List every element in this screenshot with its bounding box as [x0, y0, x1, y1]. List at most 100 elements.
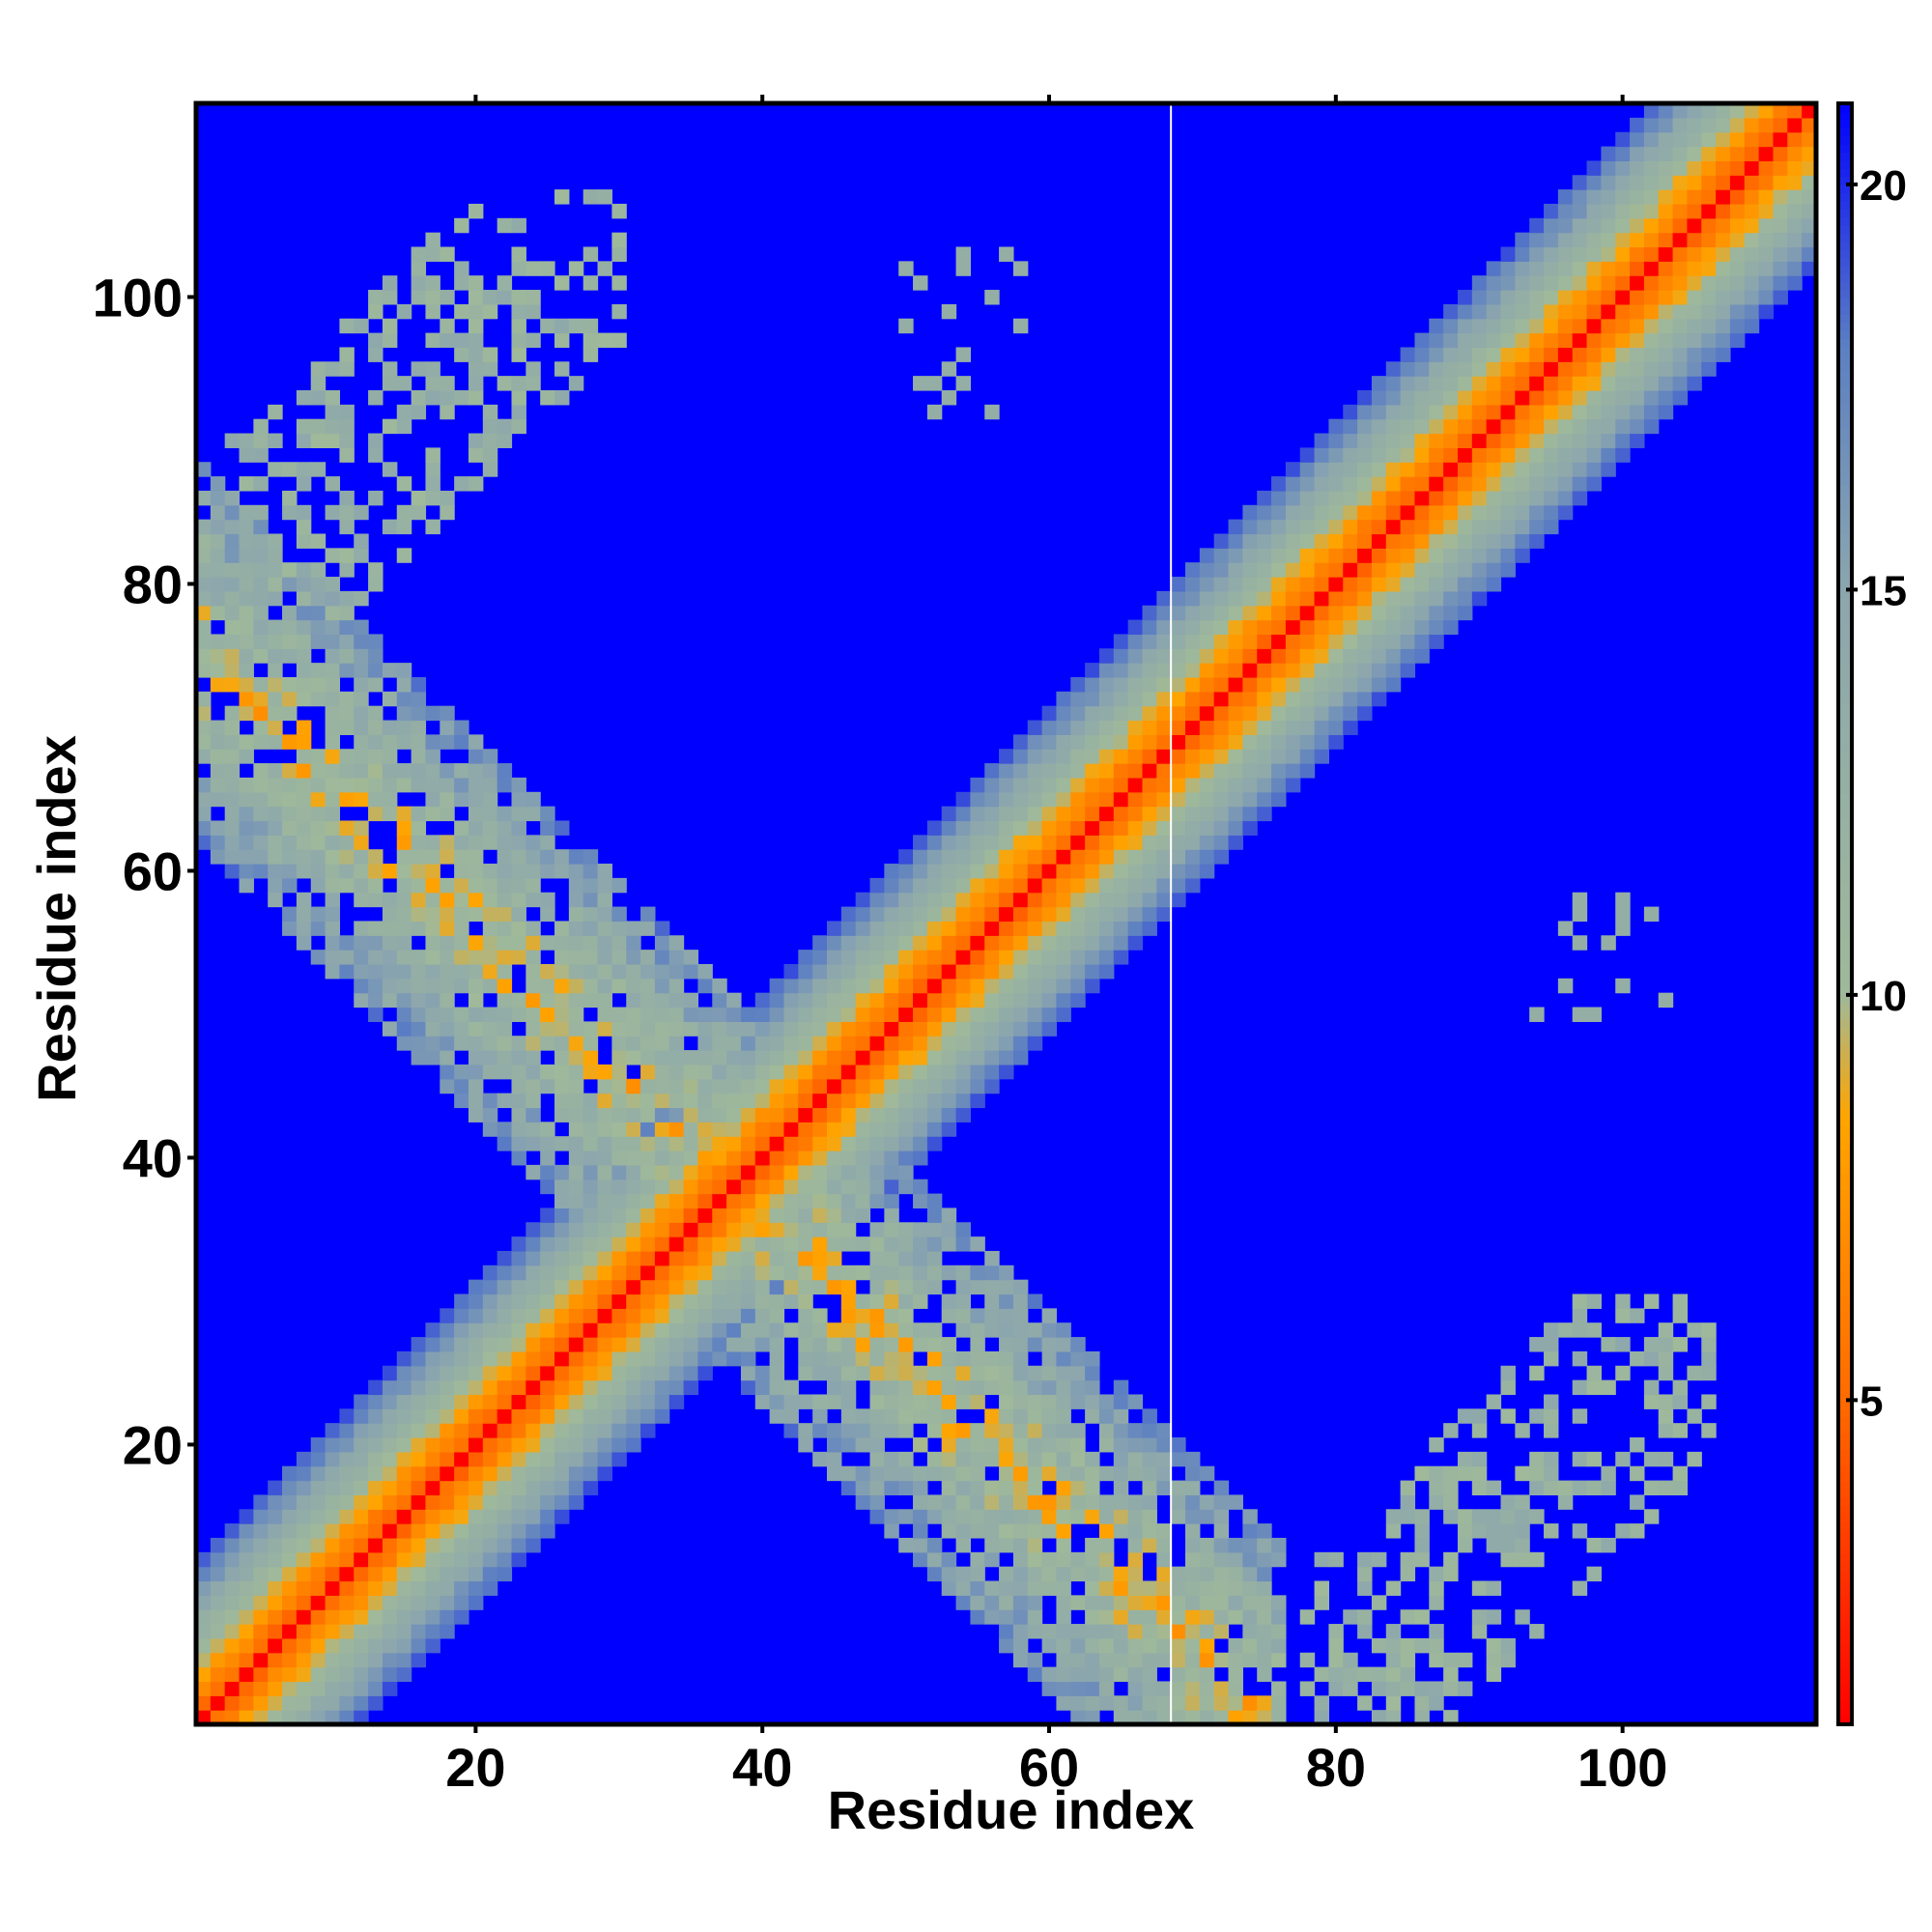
- heatmap-cell: [740, 1164, 756, 1180]
- heatmap-cell: [1572, 1007, 1588, 1022]
- heatmap-cell: [339, 318, 355, 334]
- heatmap-cell: [970, 1337, 985, 1352]
- heatmap-cell: [783, 1122, 799, 1137]
- heatmap-cell: [1572, 232, 1588, 248]
- heatmap-cell: [425, 1609, 440, 1625]
- heatmap-cell: [1744, 189, 1760, 205]
- heatmap-cell: [1486, 519, 1502, 535]
- heatmap-cell: [640, 1050, 656, 1065]
- heatmap-cell: [1716, 131, 1731, 148]
- heatmap-cell: [1630, 332, 1645, 349]
- heatmap-cell: [1630, 303, 1645, 320]
- heatmap-cell: [425, 877, 440, 894]
- heatmap-cell: [325, 1465, 341, 1482]
- heatmap-cell: [783, 1293, 799, 1309]
- heatmap-cell: [1544, 462, 1559, 477]
- heatmap-cell: [855, 1322, 871, 1338]
- heatmap-cell: [1486, 562, 1502, 578]
- heatmap-cell: [1630, 261, 1645, 276]
- heatmap-cell: [1658, 1337, 1674, 1352]
- heatmap-cell: [296, 1681, 312, 1696]
- heatmap-cell: [812, 950, 828, 965]
- heatmap-cell: [597, 1350, 612, 1367]
- heatmap-cell: [1385, 634, 1402, 649]
- heatmap-cell: [368, 389, 384, 406]
- heatmap-cell: [239, 1695, 254, 1711]
- heatmap-cell: [468, 963, 484, 980]
- heatmap-cell: [1027, 1423, 1043, 1438]
- heatmap-cell: [1041, 791, 1058, 808]
- heatmap-cell: [941, 1093, 957, 1109]
- heatmap-cell: [454, 720, 469, 735]
- heatmap-cell: [1687, 1408, 1702, 1424]
- heatmap-cell: [368, 720, 384, 735]
- heatmap-cell: [712, 1064, 727, 1080]
- heatmap-cell: [1142, 634, 1157, 649]
- heatmap-cell: [712, 1208, 727, 1223]
- heatmap-cell: [869, 1164, 885, 1180]
- heatmap-cell: [1385, 404, 1402, 420]
- heatmap-cell: [1601, 376, 1616, 391]
- heatmap-cell: [898, 1122, 914, 1137]
- heatmap-cell: [683, 1193, 699, 1209]
- heatmap-cell: [554, 189, 570, 205]
- heatmap-cell: [1171, 1695, 1186, 1711]
- heatmap-cell: [1085, 849, 1100, 865]
- heatmap-cell: [325, 705, 341, 722]
- heatmap-cell: [1500, 504, 1516, 521]
- heatmap-cell: [1557, 347, 1574, 362]
- heatmap-cell: [282, 634, 298, 649]
- heatmap-cell: [1658, 131, 1674, 148]
- heatmap-cell: [640, 921, 656, 936]
- heatmap-cell: [468, 820, 484, 836]
- colorbar-segment: [1838, 1165, 1852, 1175]
- heatmap-cell: [869, 950, 885, 965]
- colorbar-segment: [1838, 865, 1852, 874]
- heatmap-cell: [296, 892, 312, 908]
- heatmap-cell: [325, 433, 341, 448]
- heatmap-cell: [325, 418, 341, 435]
- heatmap-cell: [970, 1365, 985, 1381]
- heatmap-cell: [1199, 820, 1215, 836]
- heatmap-cell: [1658, 203, 1674, 219]
- heatmap-cell: [1343, 404, 1358, 420]
- heatmap-cell: [1127, 763, 1144, 779]
- heatmap-cell: [1027, 978, 1043, 994]
- colorbar-segment: [1838, 403, 1852, 412]
- heatmap-cell: [1271, 705, 1287, 722]
- heatmap-cell: [898, 1365, 914, 1381]
- heatmap-cell: [1500, 389, 1516, 406]
- heatmap-cell: [1429, 577, 1444, 592]
- heatmap-cell: [984, 877, 1000, 894]
- heatmap-cell: [239, 605, 254, 621]
- heatmap-cell: [1457, 290, 1473, 305]
- heatmap-cell: [855, 1408, 871, 1424]
- heatmap-cell: [726, 1293, 742, 1309]
- heatmap-cell: [798, 1122, 813, 1137]
- heatmap-cell: [654, 978, 670, 994]
- heatmap-cell: [511, 404, 526, 420]
- heatmap-cell: [826, 1179, 842, 1195]
- heatmap-cell: [1142, 906, 1157, 923]
- heatmap-cell: [354, 835, 369, 850]
- heatmap-cell: [239, 663, 254, 678]
- heatmap-cell: [1142, 864, 1157, 879]
- heatmap-cell: [1672, 361, 1689, 377]
- heatmap-cell: [382, 1637, 398, 1654]
- heatmap-cell: [1171, 1494, 1186, 1510]
- heatmap-cell: [941, 935, 957, 951]
- heatmap-cell: [239, 619, 254, 636]
- heatmap-cell: [482, 877, 498, 894]
- heatmap-cell: [582, 1093, 599, 1109]
- heatmap-cell: [1601, 160, 1616, 176]
- heatmap-cell: [1070, 720, 1086, 735]
- heatmap-cell: [196, 705, 212, 722]
- heatmap-cell: [210, 676, 226, 693]
- heatmap-cell: [812, 1136, 828, 1151]
- heatmap-cell: [1658, 261, 1674, 276]
- heatmap-cell: [368, 1523, 384, 1539]
- heatmap-cell: [468, 1480, 484, 1496]
- heatmap-cell: [468, 1408, 484, 1424]
- heatmap-cell: [1012, 734, 1029, 750]
- heatmap-cell: [1557, 433, 1574, 448]
